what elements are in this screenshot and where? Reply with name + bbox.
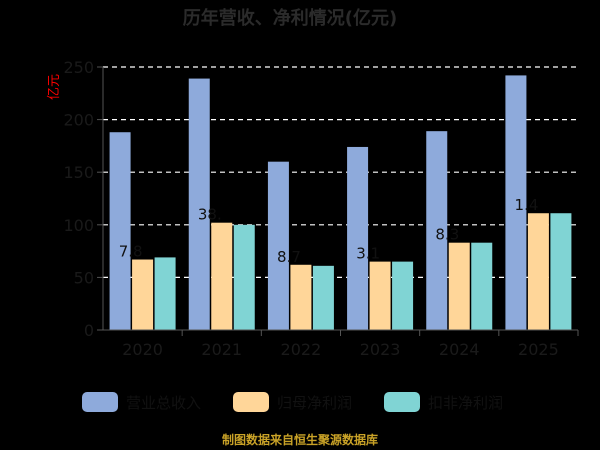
data-label-2024: 8.3 [435,226,459,244]
bar-2-2023 [369,261,391,330]
y-tick-label: 100 [63,216,94,235]
axes: 0 50 100 150 200 250 2020 2021 2022 2023 2024 2025 [63,58,579,359]
x-tick-label: 2024 [439,340,480,359]
bar-2-2024 [448,242,470,330]
bar-3-2023 [392,261,414,330]
bar-1-2023 [347,146,369,330]
legend-label-1: 营业总收入 [126,394,201,412]
bar-1-2022 [267,161,289,330]
y-tick-label: 50 [74,268,94,287]
data-label-2023: 3.1 [356,245,380,263]
legend-swatch-1 [82,392,118,412]
data-labels: 7.8 38. 8.7 3.1 8.3 1.4 [119,196,539,266]
data-label-2025: 1.4 [515,196,539,214]
legend-swatch-3 [384,392,420,412]
bar-1-2021 [188,78,210,331]
legend-label-2: 归母净利润 [277,394,352,412]
legend-label-3: 扣非净利润 [428,394,503,412]
data-label-2022: 8.7 [277,248,301,266]
bar-2-2025 [527,213,549,330]
bar-3-2021 [233,224,255,330]
grid-lines [103,66,578,278]
y-tick-label: 150 [63,163,94,182]
y-tick-label: 0 [84,321,94,340]
bar-1-2024 [426,131,448,330]
y-tick-label: 200 [63,111,94,130]
x-tick-label: 2025 [518,340,559,359]
bar-1-2025 [505,75,527,330]
bar-3-2022 [312,265,334,330]
bar-2-2020 [132,259,154,330]
bar-1-2020 [109,132,131,330]
data-label-2021: 38. [198,206,222,224]
x-tick-label: 2023 [360,340,401,359]
bar-3-2020 [154,257,176,330]
bar-3-2025 [550,213,572,330]
y-axis-label: 亿元 [47,74,62,100]
legend: 营业总收入 归母净利润 扣非净利润 [82,392,503,412]
chart-title: 历年营收、净利情况(亿元) [183,7,397,29]
y-tick-label: 250 [63,58,94,77]
bar-2-2021 [211,222,233,330]
bars [109,75,572,331]
data-label-2020: 7.8 [119,243,143,261]
bar-3-2024 [471,242,493,330]
bar-2-2022 [290,264,312,330]
legend-swatch-2 [233,392,269,412]
x-tick-label: 2021 [201,340,242,359]
source-note: 制图数据来自恒生聚源数据库 [222,432,378,447]
x-tick-label: 2022 [281,340,322,359]
x-tick-label: 2020 [122,340,163,359]
